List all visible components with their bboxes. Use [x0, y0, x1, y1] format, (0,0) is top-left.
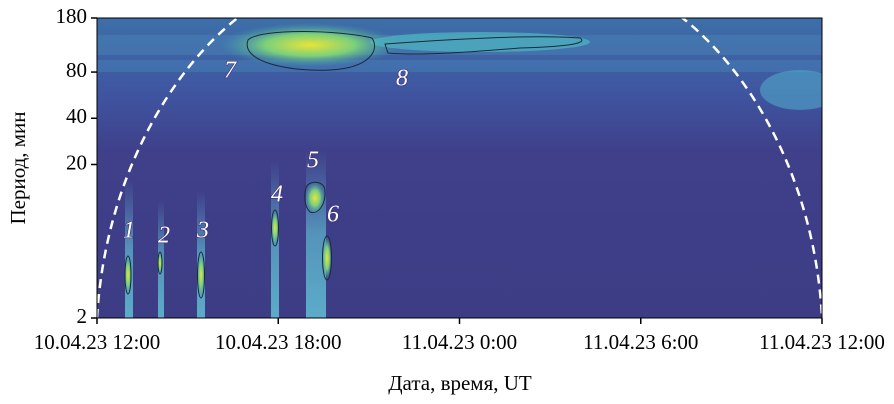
annotation: 2: [158, 223, 170, 249]
x-tick-label: 10.04.23 12:00: [34, 330, 161, 354]
annotation: 3: [196, 218, 209, 244]
y-tick-label: 80: [66, 58, 87, 82]
spectrogram: [97, 16, 840, 318]
y-tick-label: 2: [77, 304, 88, 328]
x-tick-label: 10.04.23 18:00: [215, 330, 342, 354]
x-axis-label: Дата, время, UT: [388, 371, 532, 395]
annotation: 6: [327, 202, 339, 228]
annotation: 5: [307, 148, 319, 174]
chart: 1 2 3 4 5 6 7 8 Дата, время, UT Период, …: [0, 0, 894, 404]
y-tick-label: 40: [66, 104, 87, 128]
annotation: 8: [396, 66, 408, 92]
annotation: 7: [224, 58, 237, 84]
x-tick-label: 11.04.23 0:00: [402, 330, 517, 354]
annotation: 4: [271, 182, 283, 208]
x-tick-label: 11.04.23 12:00: [759, 330, 885, 354]
annotation: 1: [123, 218, 135, 244]
y-tick-label: 180: [56, 4, 88, 28]
y-tick-label: 20: [66, 150, 87, 174]
y-axis-label: Период, мин: [6, 111, 30, 224]
x-tick-label: 11.04.23 6:00: [583, 330, 698, 354]
